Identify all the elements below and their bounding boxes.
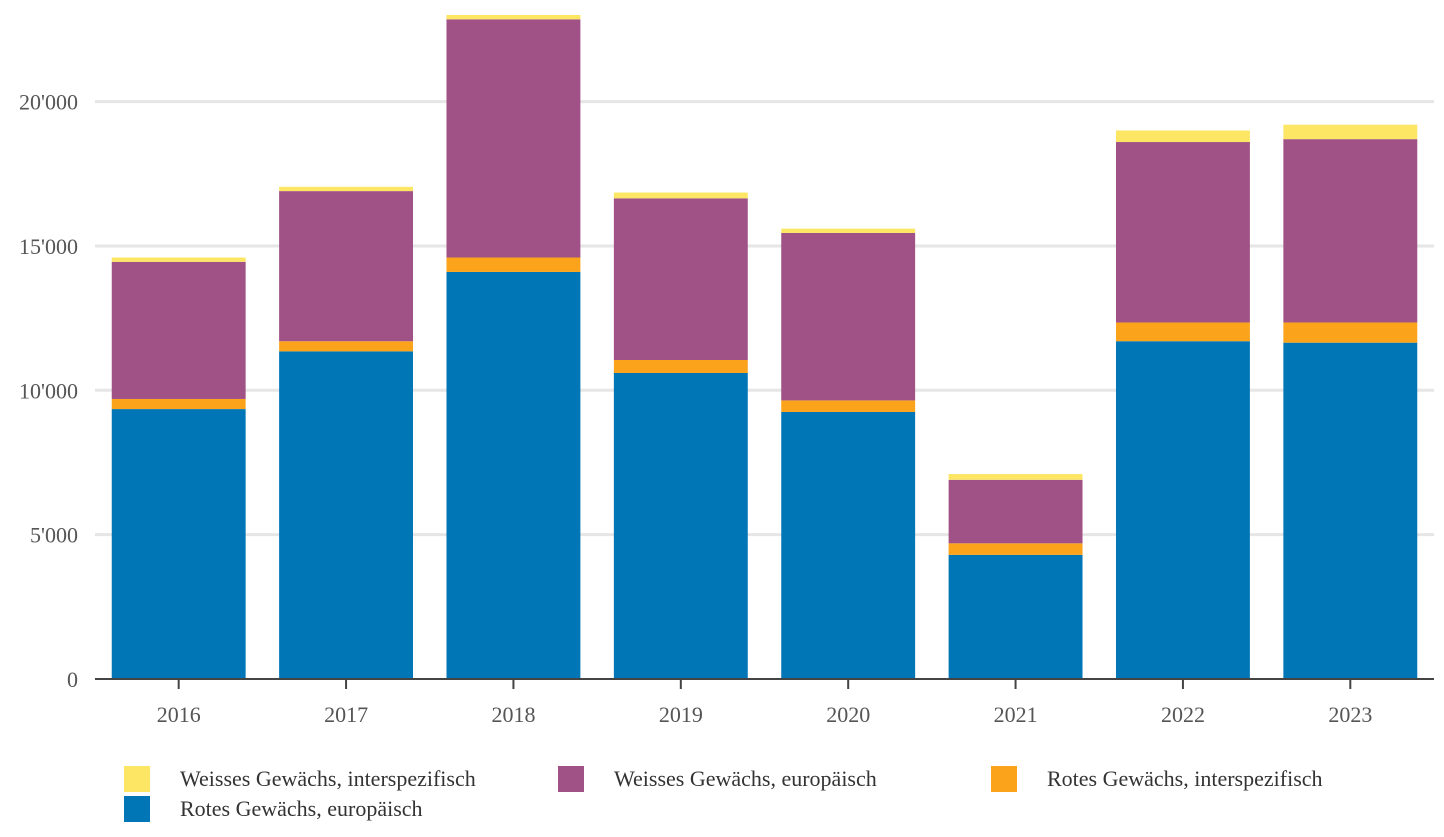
y-tick-label: 0 bbox=[67, 667, 78, 692]
y-tick-label: 15'000 bbox=[19, 234, 78, 259]
bar-segment bbox=[111, 257, 246, 262]
bar-segment bbox=[279, 341, 414, 352]
bar-segment bbox=[613, 372, 748, 679]
x-tick-label: 2021 bbox=[994, 702, 1038, 727]
bar-segment bbox=[948, 543, 1083, 555]
bar-segment bbox=[1115, 130, 1250, 143]
bar-segment bbox=[1283, 139, 1418, 323]
bar-segment bbox=[781, 228, 916, 233]
bar-segment bbox=[781, 232, 916, 401]
x-tick-label: 2022 bbox=[1161, 702, 1205, 727]
bar-segment bbox=[613, 198, 748, 360]
bar-segment bbox=[446, 15, 581, 20]
bar-segment bbox=[1115, 142, 1250, 323]
y-axis-labels: 0 5'000 10'000 15'000 20'000 bbox=[19, 90, 78, 692]
bar-segment bbox=[1283, 124, 1418, 140]
bar-segment bbox=[111, 398, 246, 410]
bar-segment bbox=[446, 19, 581, 258]
bars bbox=[111, 15, 1418, 679]
bar-segment bbox=[279, 186, 414, 192]
bar-segment bbox=[781, 400, 916, 412]
x-tick-label: 2016 bbox=[157, 702, 201, 727]
y-tick-label: 20'000 bbox=[19, 90, 78, 115]
bar-segment bbox=[1115, 322, 1250, 342]
bar-segment bbox=[613, 359, 748, 373]
bar-segment bbox=[279, 191, 414, 342]
bar-segment bbox=[446, 257, 581, 272]
x-axis-labels: 2016 2017 2018 2019 2020 2021 2022 2023 bbox=[157, 702, 1373, 727]
bar-segment bbox=[1283, 342, 1418, 679]
x-tick-label: 2020 bbox=[826, 702, 870, 727]
bar-segment bbox=[781, 411, 916, 679]
x-tick-label: 2017 bbox=[324, 702, 368, 727]
y-tick-label: 10'000 bbox=[19, 378, 78, 403]
bar-segment bbox=[279, 351, 414, 679]
bar-segment bbox=[948, 479, 1083, 544]
bar-segment bbox=[948, 554, 1083, 679]
bar-segment bbox=[1115, 341, 1250, 679]
bar-segment bbox=[613, 192, 748, 199]
bar-segment bbox=[111, 261, 246, 399]
x-axis-ticks bbox=[177, 679, 1352, 689]
bar-segment bbox=[1283, 322, 1418, 343]
x-tick-label: 2019 bbox=[659, 702, 703, 727]
x-tick-label: 2023 bbox=[1328, 702, 1372, 727]
x-tick-label: 2018 bbox=[491, 702, 535, 727]
bar-segment bbox=[446, 271, 581, 679]
bar-segment bbox=[111, 409, 246, 679]
bar-segment bbox=[948, 474, 1083, 480]
y-tick-label: 5'000 bbox=[30, 523, 78, 548]
